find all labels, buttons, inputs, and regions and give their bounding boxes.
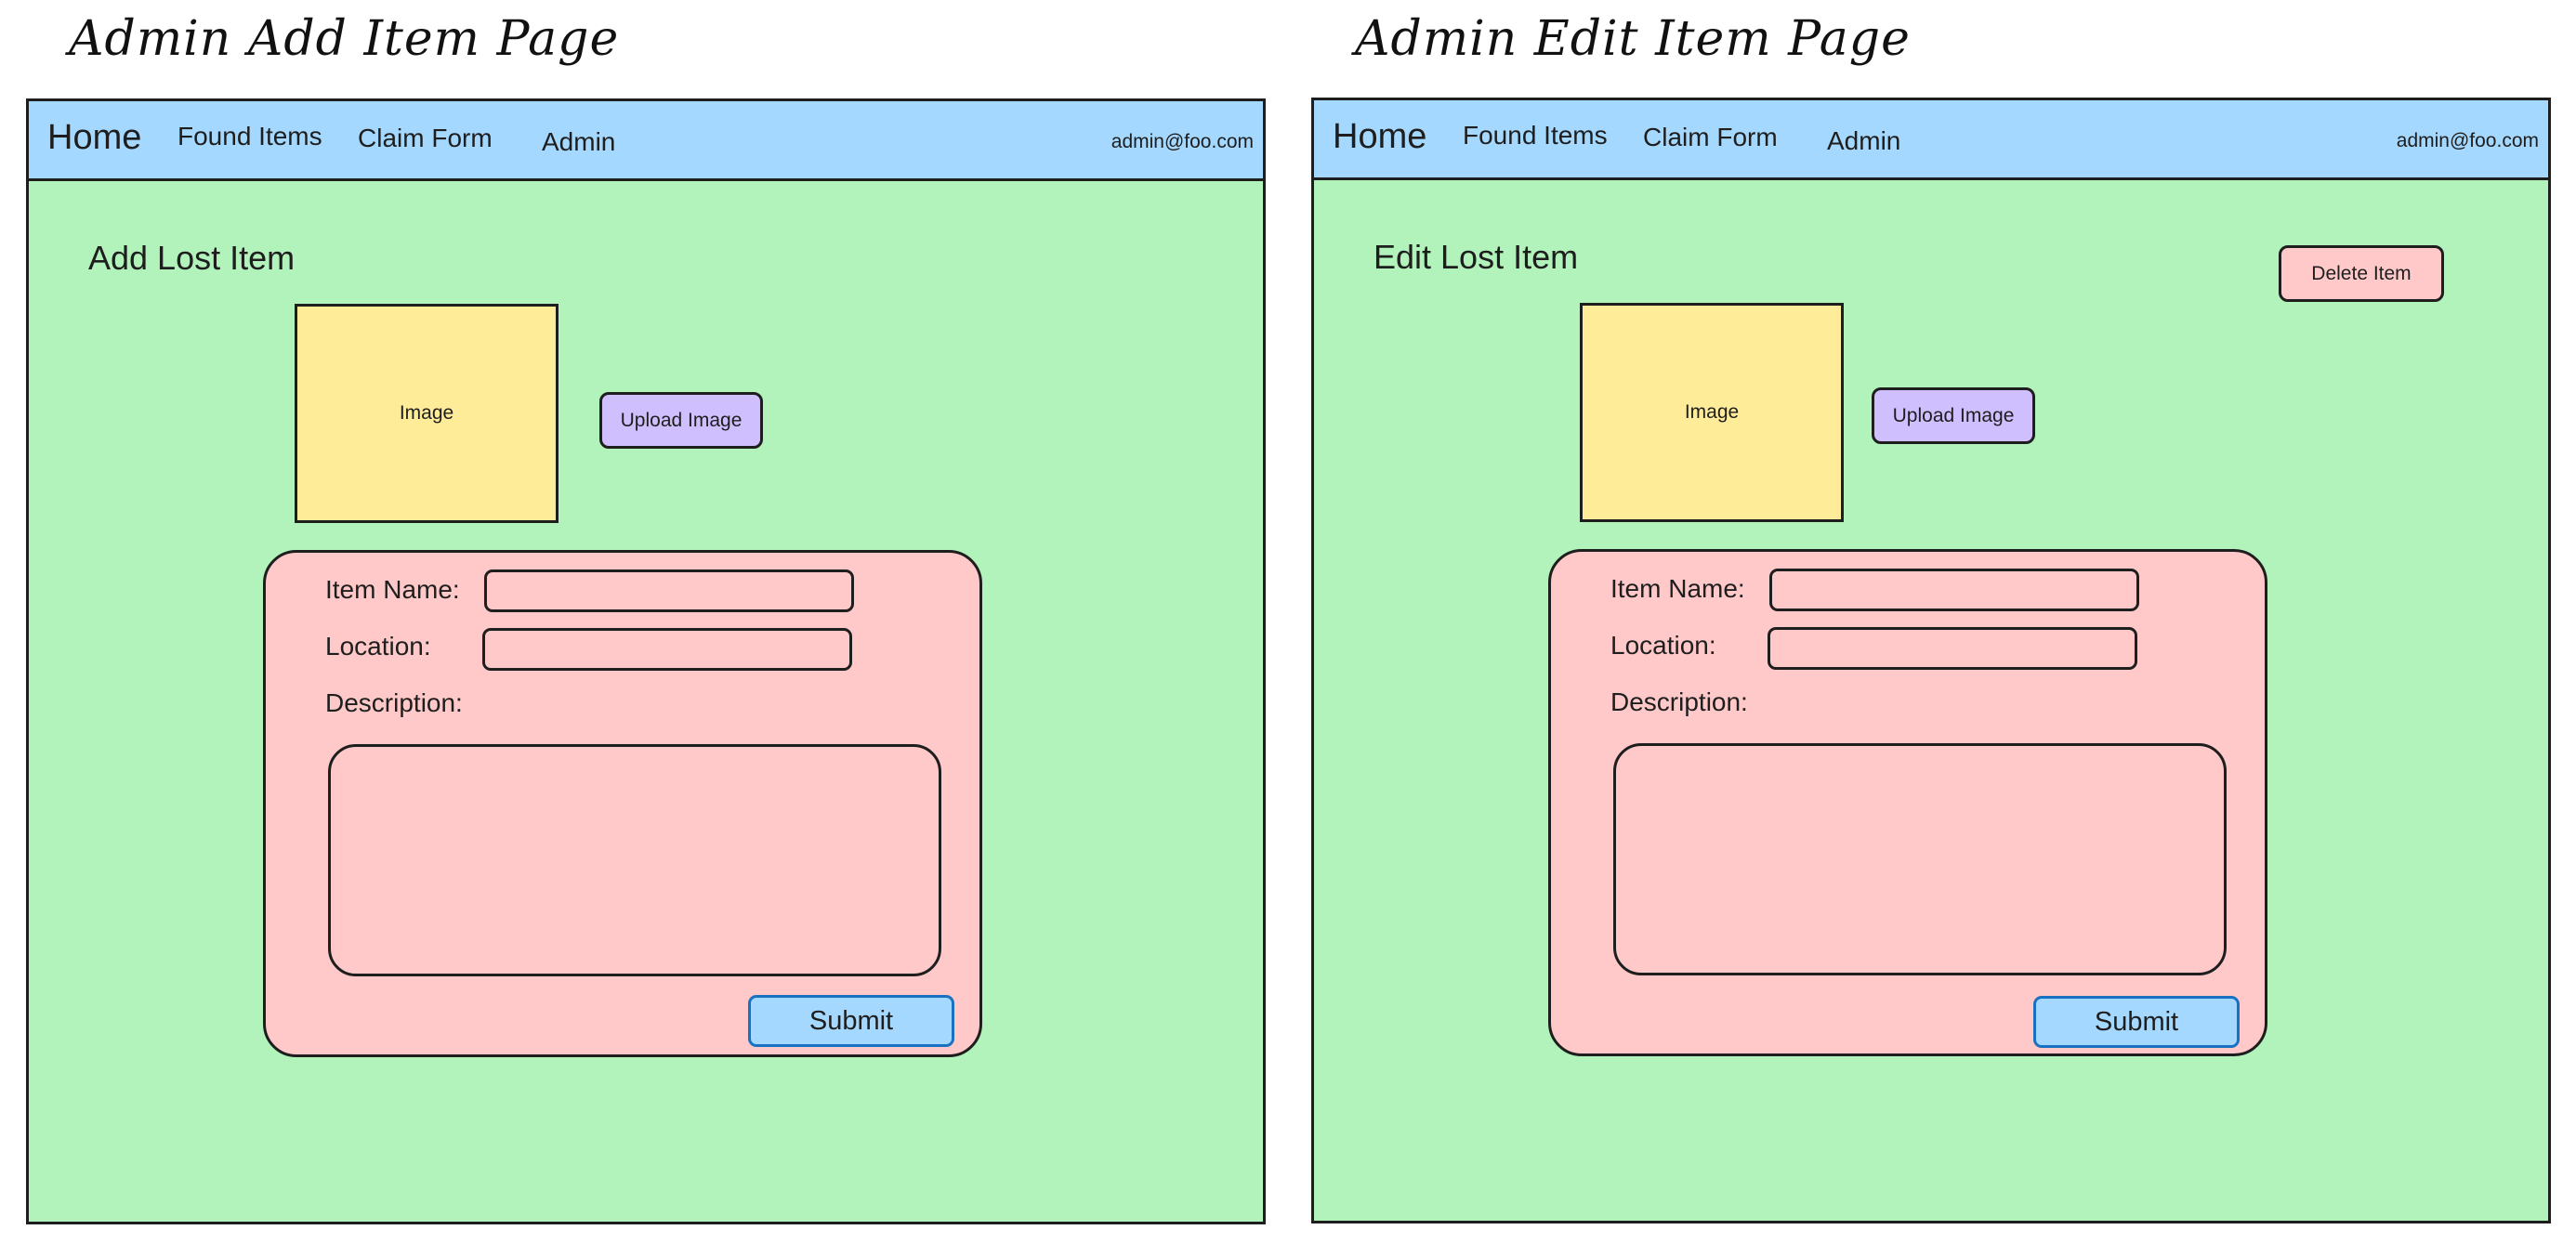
item-form: Item Name: Location: Description: Submit bbox=[1548, 549, 2267, 1056]
item-name-label: Item Name: bbox=[325, 575, 460, 604]
submit-label: Submit bbox=[2094, 1006, 2179, 1037]
user-email: admin@foo.com bbox=[1111, 131, 1254, 152]
location-label: Location: bbox=[325, 632, 431, 661]
location-label: Location: bbox=[1610, 631, 1716, 660]
upload-image-label: Upload Image bbox=[1892, 404, 2015, 426]
item-name-input[interactable] bbox=[1769, 569, 2139, 611]
page-heading: Edit Lost Item bbox=[1373, 238, 1579, 276]
nav-home[interactable]: Home bbox=[47, 118, 142, 157]
submit-button[interactable]: Submit bbox=[2033, 996, 2240, 1048]
image-placeholder-label: Image bbox=[399, 402, 454, 424]
nav-admin[interactable]: Admin bbox=[1827, 126, 1901, 155]
upload-image-label: Upload Image bbox=[620, 409, 743, 431]
nav-claim-form[interactable]: Claim Form bbox=[358, 124, 493, 152]
delete-item-button[interactable]: Delete Item bbox=[2279, 245, 2444, 302]
navbar: Home Found Items Claim Form Admin admin@… bbox=[1314, 100, 2548, 180]
submit-label: Submit bbox=[808, 1005, 894, 1036]
location-input[interactable] bbox=[482, 628, 852, 671]
item-form: Item Name: Location: Description: Submit bbox=[263, 550, 982, 1057]
item-name-label: Item Name: bbox=[1610, 574, 1745, 603]
description-label: Description: bbox=[325, 688, 463, 717]
description-textarea[interactable] bbox=[1613, 743, 2227, 975]
nav-found-items[interactable]: Found Items bbox=[177, 122, 322, 150]
submit-button[interactable]: Submit bbox=[748, 995, 954, 1047]
description-label: Description: bbox=[1610, 687, 1748, 716]
navbar: Home Found Items Claim Form Admin admin@… bbox=[29, 101, 1263, 181]
image-placeholder: Image bbox=[295, 304, 559, 523]
user-email: admin@foo.com bbox=[2396, 130, 2539, 151]
upload-image-button[interactable]: Upload Image bbox=[1872, 387, 2035, 444]
location-input[interactable] bbox=[1768, 627, 2137, 670]
add-page-frame: Home Found Items Claim Form Admin admin@… bbox=[26, 98, 1266, 1224]
edit-page-title: Admin Edit Item Page bbox=[1355, 11, 1911, 67]
nav-found-items[interactable]: Found Items bbox=[1463, 121, 1608, 150]
delete-item-label: Delete Item bbox=[2311, 262, 2412, 284]
nav-home[interactable]: Home bbox=[1333, 117, 1427, 156]
item-name-input[interactable] bbox=[484, 569, 854, 612]
description-textarea[interactable] bbox=[328, 744, 941, 976]
image-placeholder-label: Image bbox=[1684, 401, 1740, 423]
nav-admin[interactable]: Admin bbox=[542, 127, 616, 156]
image-placeholder: Image bbox=[1580, 303, 1844, 522]
nav-claim-form[interactable]: Claim Form bbox=[1643, 123, 1778, 151]
upload-image-button[interactable]: Upload Image bbox=[599, 392, 763, 449]
edit-page-frame: Home Found Items Claim Form Admin admin@… bbox=[1311, 98, 2551, 1223]
add-page-title: Admin Add Item Page bbox=[69, 11, 620, 67]
page-heading: Add Lost Item bbox=[88, 239, 296, 277]
